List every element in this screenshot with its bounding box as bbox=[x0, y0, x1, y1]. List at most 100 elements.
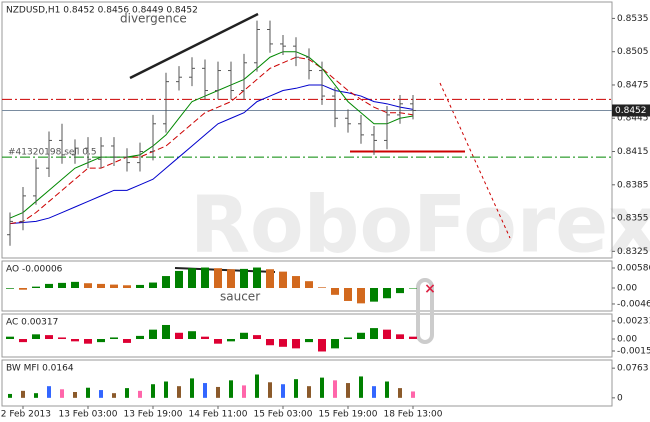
bar bbox=[123, 285, 131, 289]
bar bbox=[86, 387, 90, 398]
y-tick-label: 0 bbox=[617, 393, 623, 403]
ac-panel bbox=[1, 313, 613, 358]
bar bbox=[307, 386, 311, 398]
bar bbox=[305, 339, 313, 343]
bar bbox=[255, 374, 259, 398]
bar bbox=[149, 282, 157, 289]
main-panel bbox=[1, 1, 613, 259]
bar bbox=[398, 388, 402, 398]
ma-line bbox=[9, 56, 414, 225]
bar bbox=[331, 339, 339, 349]
y-tick-label: 0.8385 bbox=[617, 180, 649, 190]
y-tick-label: 0.00231 bbox=[617, 317, 650, 327]
ma-line bbox=[9, 84, 414, 225]
bar bbox=[97, 339, 105, 343]
x-tick-label: 15 Feb 03:00 bbox=[253, 410, 312, 420]
bar bbox=[175, 270, 183, 289]
bar bbox=[73, 392, 77, 398]
bar bbox=[214, 339, 222, 344]
bar bbox=[294, 379, 298, 398]
bar bbox=[266, 269, 274, 289]
bar bbox=[110, 337, 118, 340]
bar bbox=[229, 380, 233, 398]
bar bbox=[383, 329, 391, 340]
bar bbox=[372, 386, 376, 398]
bar bbox=[45, 283, 53, 289]
bar bbox=[138, 390, 142, 398]
bar bbox=[331, 288, 339, 295]
annotation: divergence bbox=[120, 12, 187, 26]
y-tick-label: 0.8505 bbox=[617, 47, 649, 57]
bar bbox=[279, 339, 287, 347]
bar bbox=[279, 271, 287, 289]
bar bbox=[240, 332, 248, 340]
bar bbox=[318, 339, 326, 352]
y-tick-label: -0.00154 bbox=[617, 347, 650, 357]
panel-title: AO -0.00006 bbox=[6, 265, 63, 275]
bar bbox=[214, 268, 222, 289]
bar bbox=[99, 390, 103, 398]
mfi-panel bbox=[1, 359, 613, 407]
bar bbox=[125, 388, 129, 398]
bar bbox=[60, 389, 64, 398]
bar bbox=[58, 337, 66, 340]
bar bbox=[136, 284, 144, 289]
y-tick-label: -0.00468 bbox=[617, 299, 650, 309]
bar bbox=[370, 328, 378, 340]
watermark: RoboForex bbox=[190, 180, 650, 270]
bar bbox=[383, 288, 391, 299]
y-tick-label: 0.8445 bbox=[617, 114, 649, 124]
bar bbox=[71, 281, 79, 289]
bar bbox=[6, 336, 14, 340]
x-tick-label: 15 Feb 19:00 bbox=[318, 410, 377, 420]
bar bbox=[292, 276, 300, 289]
y-tick-label: 0.8475 bbox=[617, 80, 649, 90]
bar bbox=[318, 287, 326, 289]
price-box bbox=[612, 104, 650, 117]
bar bbox=[190, 378, 194, 398]
bar bbox=[201, 336, 209, 340]
bar bbox=[201, 267, 209, 289]
bar bbox=[370, 288, 378, 302]
bar bbox=[357, 288, 365, 304]
x-tick-label: 13 Feb 03:00 bbox=[58, 410, 117, 420]
cross-mark: × bbox=[424, 281, 436, 297]
bar bbox=[175, 332, 183, 340]
bar bbox=[149, 329, 157, 340]
bar bbox=[281, 384, 285, 398]
x-tick-label: 12 Feb 2013 bbox=[0, 410, 51, 420]
bar bbox=[320, 377, 324, 398]
bar bbox=[84, 339, 92, 344]
annotation: #41320198 sell 0.5 bbox=[8, 148, 97, 158]
ma-line bbox=[9, 51, 414, 219]
bar bbox=[47, 386, 51, 398]
bar bbox=[253, 335, 261, 340]
bar bbox=[32, 286, 40, 289]
bar bbox=[385, 381, 389, 398]
bar bbox=[396, 334, 404, 340]
bar bbox=[216, 386, 220, 398]
divergence-line bbox=[129, 12, 259, 80]
header: NZDUSD,H1 0.8452 0.8456 0.8449 0.8452 bbox=[6, 6, 198, 16]
x-tick-label: 14 Feb 11:00 bbox=[188, 410, 247, 420]
bar bbox=[344, 288, 352, 301]
bar bbox=[21, 390, 25, 398]
bar bbox=[253, 267, 261, 289]
bar bbox=[136, 335, 144, 340]
y-tick-label: 0.8355 bbox=[617, 214, 649, 224]
bar bbox=[409, 288, 417, 289]
y-tick-label: 0.00586 bbox=[617, 264, 650, 274]
y-tick-label: 0.8325 bbox=[617, 247, 649, 257]
price-label: 0.8452 bbox=[615, 106, 647, 116]
bar bbox=[188, 268, 196, 289]
y-tick-label: 0.00 bbox=[617, 335, 637, 345]
bar bbox=[346, 383, 350, 398]
bar bbox=[409, 336, 417, 340]
bar bbox=[240, 268, 248, 289]
bar bbox=[396, 288, 404, 294]
bar bbox=[411, 391, 415, 398]
bar bbox=[112, 393, 116, 398]
bar bbox=[357, 332, 365, 340]
annotation: saucer bbox=[220, 290, 260, 304]
